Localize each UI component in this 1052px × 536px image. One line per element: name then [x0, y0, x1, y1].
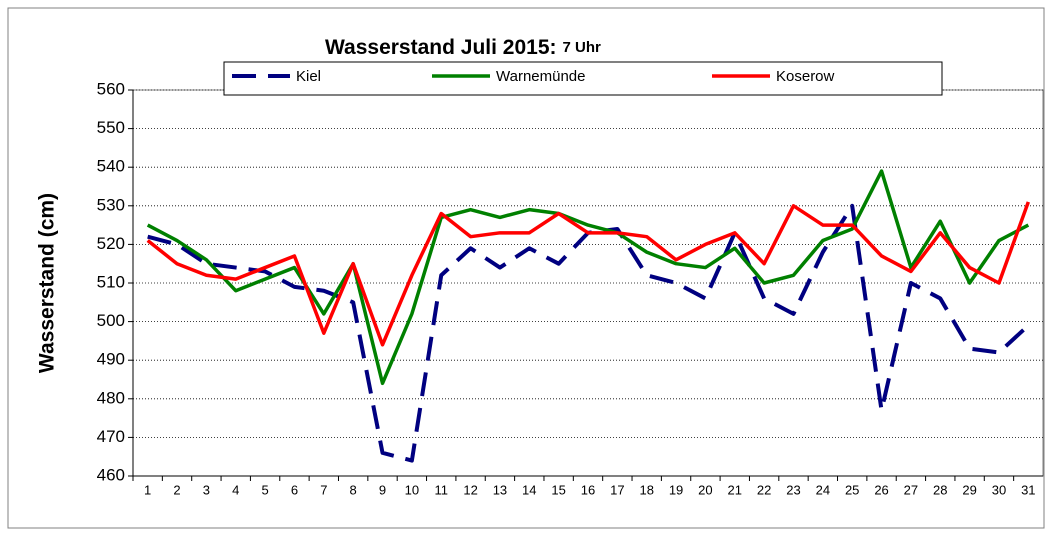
legend-label: Koserow	[776, 68, 835, 85]
series-line	[146, 201, 1030, 347]
x-tick-label: 7	[320, 482, 327, 497]
y-axis-label: Wasserstand (cm)	[36, 193, 59, 373]
x-tick-label: 2	[173, 482, 180, 497]
x-tick-label: 25	[845, 482, 859, 497]
legend-label: Warnemünde	[496, 68, 586, 85]
y-tick-label: 560	[97, 79, 125, 98]
x-tick-label: 26	[874, 482, 888, 497]
x-tick-label: 15	[551, 482, 565, 497]
series-line	[146, 169, 1030, 386]
title: Wasserstand Juli 2015:	[325, 36, 557, 59]
x-tick-label: 31	[1021, 482, 1035, 497]
legend-label: Kiel	[296, 68, 321, 85]
y-tick-label: 470	[97, 427, 125, 446]
x-tick-label: 24	[816, 482, 830, 497]
y-tick-label: 490	[97, 350, 125, 369]
x-tick-label: 14	[522, 482, 536, 497]
x-tick-label: 17	[610, 482, 624, 497]
x-tick-label: 19	[669, 482, 683, 497]
x-tick-label: 13	[493, 482, 507, 497]
x-tick-label: 6	[291, 482, 298, 497]
chart-title: Wasserstand Juli 2015: 7 Uhr	[325, 36, 601, 59]
y-tick-label: 480	[97, 388, 125, 407]
x-tick-label: 4	[232, 482, 239, 497]
x-tick-label: 5	[261, 482, 268, 497]
x-tick-label: 28	[933, 482, 947, 497]
x-tick-label: 3	[203, 482, 210, 497]
x-tick-label: 18	[639, 482, 653, 497]
x-tick-label: 21	[728, 482, 742, 497]
y-tick-label: 550	[97, 118, 125, 137]
y-tick-label: 530	[97, 195, 125, 214]
x-tick-label: 11	[434, 482, 448, 497]
legend	[223, 61, 943, 96]
x-tick-label: 27	[904, 482, 918, 497]
x-tick-label: 10	[405, 482, 419, 497]
y-tick-label: 460	[97, 465, 125, 484]
x-tick-label: 16	[581, 482, 595, 497]
x-tick-label: 12	[463, 482, 477, 497]
x-tick-label: 30	[992, 482, 1006, 497]
y-tick-label: 510	[97, 272, 125, 291]
x-tick-label: 9	[379, 482, 386, 497]
x-tick-label: 29	[962, 482, 976, 497]
y-tick-label: 540	[97, 157, 125, 176]
x-tick-label: 22	[757, 482, 771, 497]
subtitle: 7 Uhr	[563, 39, 602, 56]
y-tick-label: 500	[97, 311, 125, 330]
x-tick-label: 1	[144, 482, 151, 497]
x-tick-label: 20	[698, 482, 712, 497]
y-tick-label: 520	[97, 234, 125, 253]
x-tick-label: 23	[786, 482, 800, 497]
x-tick-label: 8	[350, 482, 357, 497]
